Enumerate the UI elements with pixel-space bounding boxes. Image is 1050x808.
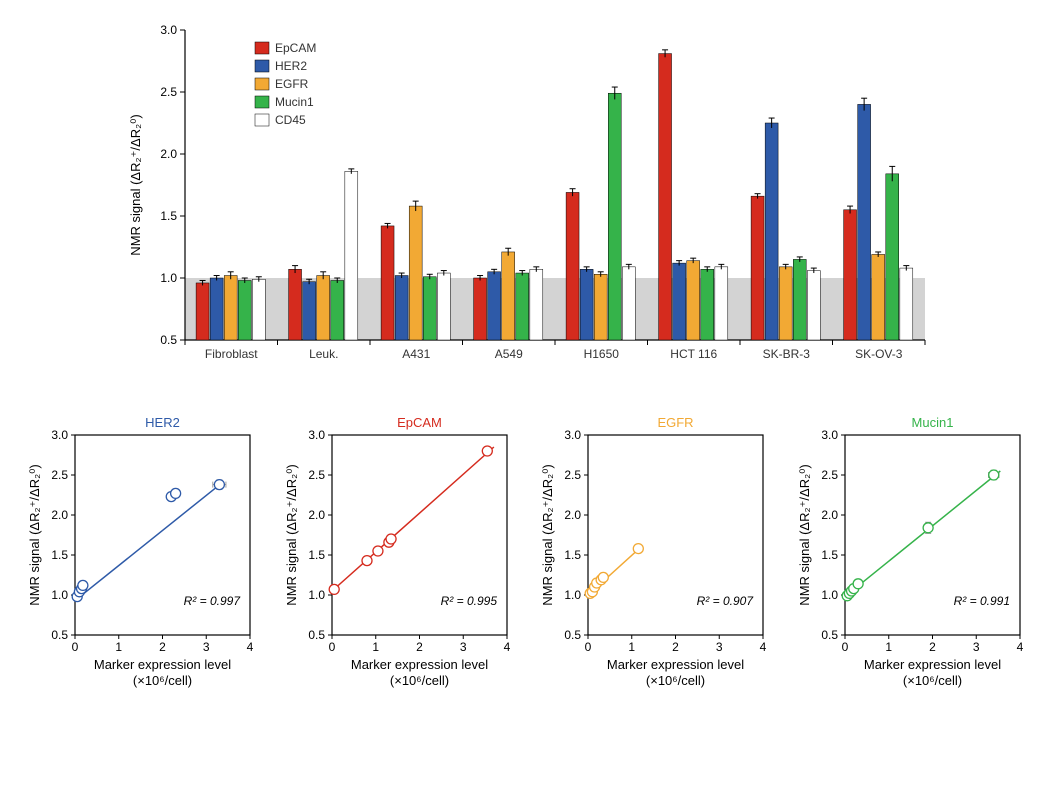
svg-text:NMR signal (ΔR₂⁺/ΔR₂⁰): NMR signal (ΔR₂⁺/ΔR₂⁰) bbox=[128, 114, 143, 255]
svg-text:Leuk.: Leuk. bbox=[309, 347, 338, 361]
svg-text:1: 1 bbox=[629, 640, 636, 654]
figure-root: 0.5 1.0 1.5 2.0 2.5 3.0 NMR signal (ΔR₂⁺/ΔR₂⁰)… bbox=[20, 20, 1030, 690]
scatter-egfr: 0.5 1.0 1.5 2.0 2.5 3.0 0 1 2 3 4 NMR signal (ΔR₂⁺/… bbox=[533, 410, 773, 690]
svg-text:3: 3 bbox=[973, 640, 980, 654]
svg-text:Marker expression level: Marker expression level bbox=[351, 657, 488, 672]
svg-text:3.0: 3.0 bbox=[51, 428, 68, 442]
svg-text:1.5: 1.5 bbox=[308, 548, 325, 562]
svg-text:A549: A549 bbox=[495, 347, 523, 361]
svg-text:EGFR: EGFR bbox=[275, 77, 309, 91]
svg-text:EGFR: EGFR bbox=[658, 415, 694, 430]
svg-text:3: 3 bbox=[460, 640, 467, 654]
svg-text:4: 4 bbox=[503, 640, 510, 654]
svg-text:Fibroblast: Fibroblast bbox=[205, 347, 258, 361]
svg-text:EpCAM: EpCAM bbox=[275, 41, 316, 55]
svg-text:4: 4 bbox=[760, 640, 767, 654]
svg-text:HER2: HER2 bbox=[275, 59, 307, 73]
svg-text:NMR signal (ΔR₂⁺/ΔR₂⁰): NMR signal (ΔR₂⁺/ΔR₂⁰) bbox=[540, 464, 555, 605]
svg-text:2: 2 bbox=[159, 640, 166, 654]
svg-text:HCT 116: HCT 116 bbox=[670, 347, 717, 361]
scatter-row: 0.5 1.0 1.5 2.0 2.5 3.0 0 1 2 3 4 NMR signal (ΔR₂⁺/… bbox=[20, 410, 1030, 690]
svg-text:1.5: 1.5 bbox=[160, 209, 177, 223]
svg-text:4: 4 bbox=[247, 640, 254, 654]
svg-text:R² = 0.991: R² = 0.991 bbox=[954, 594, 1010, 608]
svg-text:2.0: 2.0 bbox=[821, 508, 838, 522]
svg-text:2: 2 bbox=[929, 640, 936, 654]
bar-chart: 0.5 1.0 1.5 2.0 2.5 3.0 NMR signal (ΔR₂⁺/ΔR₂⁰)… bbox=[115, 20, 935, 380]
scatter-epcam: 0.5 1.0 1.5 2.0 2.5 3.0 0 1 2 3 4 NMR signal (ΔR₂⁺/… bbox=[277, 410, 517, 690]
svg-text:NMR signal (ΔR₂⁺/ΔR₂⁰): NMR signal (ΔR₂⁺/ΔR₂⁰) bbox=[284, 464, 299, 605]
svg-text:SK-OV-3: SK-OV-3 bbox=[855, 347, 903, 361]
svg-text:R² = 0.995: R² = 0.995 bbox=[440, 594, 497, 608]
svg-text:0.5: 0.5 bbox=[51, 628, 68, 642]
svg-text:2.0: 2.0 bbox=[51, 508, 68, 522]
svg-text:2.5: 2.5 bbox=[160, 85, 177, 99]
svg-text:2.5: 2.5 bbox=[821, 468, 838, 482]
svg-text:2.5: 2.5 bbox=[565, 468, 582, 482]
svg-text:3.0: 3.0 bbox=[308, 428, 325, 442]
svg-text:2.5: 2.5 bbox=[51, 468, 68, 482]
svg-text:0: 0 bbox=[328, 640, 335, 654]
svg-text:2.5: 2.5 bbox=[308, 468, 325, 482]
svg-text:2.0: 2.0 bbox=[565, 508, 582, 522]
svg-text:H1650: H1650 bbox=[584, 347, 620, 361]
svg-text:NMR signal (ΔR₂⁺/ΔR₂⁰): NMR signal (ΔR₂⁺/ΔR₂⁰) bbox=[797, 464, 812, 605]
svg-text:1: 1 bbox=[372, 640, 379, 654]
svg-text:3.0: 3.0 bbox=[821, 428, 838, 442]
svg-text:Mucin1: Mucin1 bbox=[912, 415, 954, 430]
svg-text:(×10⁶/cell): (×10⁶/cell) bbox=[390, 673, 449, 688]
svg-text:0.5: 0.5 bbox=[160, 333, 177, 347]
svg-text:HER2: HER2 bbox=[145, 415, 180, 430]
svg-text:1.5: 1.5 bbox=[565, 548, 582, 562]
svg-text:1: 1 bbox=[115, 640, 122, 654]
svg-text:1.0: 1.0 bbox=[51, 588, 68, 602]
svg-text:1.5: 1.5 bbox=[51, 548, 68, 562]
scatter-her2: 0.5 1.0 1.5 2.0 2.5 3.0 0 1 2 3 4 NMR signal (ΔR₂⁺/… bbox=[20, 410, 260, 690]
svg-text:1.0: 1.0 bbox=[308, 588, 325, 602]
svg-text:(×10⁶/cell): (×10⁶/cell) bbox=[133, 673, 192, 688]
svg-text:NMR signal (ΔR₂⁺/ΔR₂⁰): NMR signal (ΔR₂⁺/ΔR₂⁰) bbox=[27, 464, 42, 605]
svg-text:2: 2 bbox=[672, 640, 679, 654]
svg-text:Mucin1: Mucin1 bbox=[275, 95, 314, 109]
svg-text:2.0: 2.0 bbox=[308, 508, 325, 522]
svg-text:0: 0 bbox=[842, 640, 849, 654]
svg-text:R² = 0.907: R² = 0.907 bbox=[697, 594, 755, 608]
svg-text:2.0: 2.0 bbox=[160, 147, 177, 161]
svg-text:3.0: 3.0 bbox=[160, 23, 177, 37]
svg-text:EpCAM: EpCAM bbox=[397, 415, 442, 430]
svg-text:0: 0 bbox=[585, 640, 592, 654]
svg-text:1.0: 1.0 bbox=[821, 588, 838, 602]
svg-text:0: 0 bbox=[72, 640, 79, 654]
svg-text:(×10⁶/cell): (×10⁶/cell) bbox=[646, 673, 705, 688]
svg-text:0.5: 0.5 bbox=[565, 628, 582, 642]
svg-text:1: 1 bbox=[885, 640, 892, 654]
svg-text:CD45: CD45 bbox=[275, 113, 306, 127]
svg-text:R² = 0.997: R² = 0.997 bbox=[184, 594, 242, 608]
svg-text:3.0: 3.0 bbox=[565, 428, 582, 442]
svg-text:SK-BR-3: SK-BR-3 bbox=[763, 347, 811, 361]
svg-text:Marker expression level: Marker expression level bbox=[94, 657, 231, 672]
svg-text:A431: A431 bbox=[402, 347, 430, 361]
svg-text:Marker expression level: Marker expression level bbox=[607, 657, 744, 672]
svg-text:0.5: 0.5 bbox=[821, 628, 838, 642]
svg-text:1.0: 1.0 bbox=[160, 271, 177, 285]
svg-text:3: 3 bbox=[716, 640, 723, 654]
svg-text:(×10⁶/cell): (×10⁶/cell) bbox=[903, 673, 962, 688]
svg-text:0.5: 0.5 bbox=[308, 628, 325, 642]
svg-text:4: 4 bbox=[1017, 640, 1024, 654]
svg-text:1.5: 1.5 bbox=[821, 548, 838, 562]
scatter-mucin1: 0.5 1.0 1.5 2.0 2.5 3.0 0 1 2 3 4 NMR signal (ΔR₂⁺/… bbox=[790, 410, 1030, 690]
svg-text:1.0: 1.0 bbox=[565, 588, 582, 602]
svg-text:3: 3 bbox=[203, 640, 210, 654]
svg-text:Marker expression level: Marker expression level bbox=[864, 657, 1001, 672]
svg-text:2: 2 bbox=[416, 640, 423, 654]
